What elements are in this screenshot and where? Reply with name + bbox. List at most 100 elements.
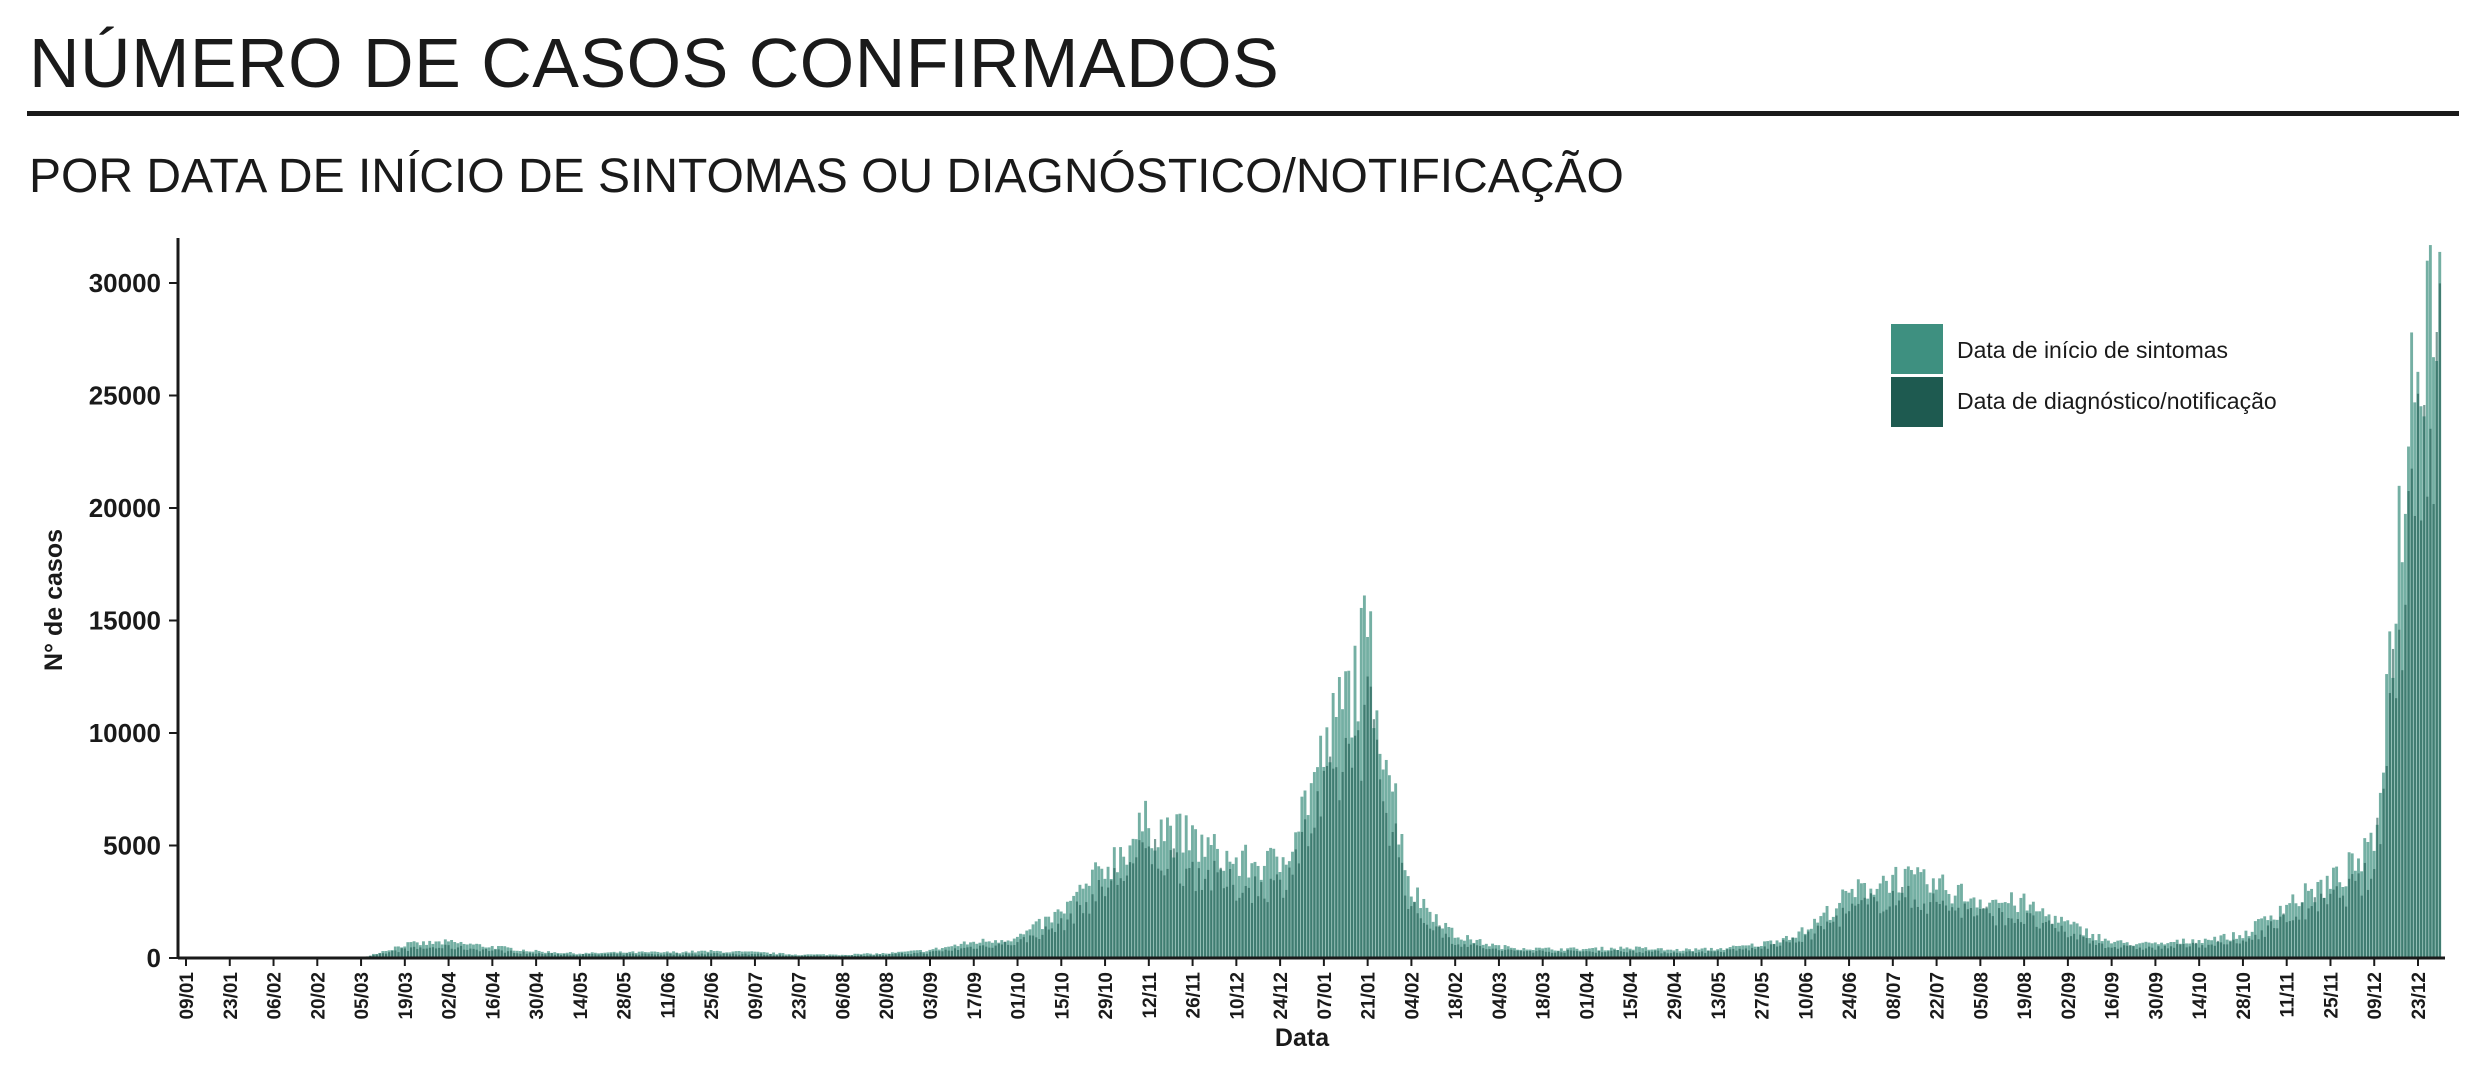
- bar-diagnostico: [1688, 951, 1691, 958]
- bar-diagnostico: [1616, 950, 1619, 958]
- x-tick-label: 21/01: [1359, 972, 1380, 1020]
- bar-diagnostico: [2429, 428, 2432, 958]
- bar-diagnostico: [1885, 909, 1888, 958]
- bar-diagnostico: [681, 954, 685, 958]
- bar-diagnostico: [1266, 902, 1269, 958]
- bar-diagnostico: [1082, 913, 1085, 958]
- bar-diagnostico: [510, 950, 513, 958]
- x-tick-label: 04/03: [1490, 972, 1511, 1020]
- bar-diagnostico: [2332, 889, 2335, 958]
- bar-diagnostico: [2204, 947, 2207, 958]
- bar-diagnostico: [519, 953, 522, 958]
- bar-diagnostico: [1100, 886, 1104, 958]
- bar-diagnostico: [1285, 889, 1288, 958]
- bar-diagnostico: [2319, 893, 2323, 958]
- bar-diagnostico: [2119, 947, 2123, 958]
- bar-sintomas: [697, 951, 700, 958]
- bar-diagnostico: [485, 949, 488, 958]
- bar-diagnostico: [2085, 938, 2088, 958]
- bar-diagnostico: [2129, 945, 2132, 958]
- bar-diagnostico: [1472, 943, 1476, 958]
- x-tick-label: 15/10: [1052, 972, 1073, 1020]
- bar-diagnostico: [1463, 944, 1466, 958]
- bar-diagnostico: [409, 947, 413, 958]
- bar-diagnostico: [619, 953, 622, 958]
- bar-diagnostico: [991, 947, 994, 958]
- bar-diagnostico: [1957, 907, 1960, 958]
- bar-diagnostico: [1435, 926, 1438, 958]
- bar-diagnostico: [1807, 931, 1810, 958]
- bar-diagnostico: [1350, 767, 1354, 958]
- bar-diagnostico: [1153, 839, 1157, 958]
- bar-diagnostico: [1485, 949, 1488, 958]
- bar-diagnostico: [1232, 884, 1235, 958]
- bar-diagnostico: [2073, 933, 2076, 958]
- bar-diagnostico: [597, 954, 600, 958]
- bar-diagnostico: [416, 948, 419, 958]
- bar-diagnostico: [531, 953, 535, 958]
- bar-diagnostico: [1072, 923, 1075, 958]
- bar-diagnostico: [2182, 943, 2185, 958]
- bar-diagnostico: [966, 947, 969, 958]
- bar-diagnostico: [2157, 946, 2160, 958]
- bar-diagnostico: [2266, 925, 2270, 958]
- bar-diagnostico: [1804, 935, 1807, 958]
- bar-diagnostico: [1901, 886, 1904, 958]
- bar-diagnostico: [2010, 918, 2013, 958]
- bar-diagnostico: [2201, 945, 2204, 958]
- bar-diagnostico: [1741, 949, 1744, 958]
- bar-diagnostico: [678, 954, 682, 958]
- bar-diagnostico: [2310, 906, 2313, 958]
- x-tick-label: 29/10: [1096, 972, 1117, 1020]
- bar-diagnostico: [2079, 934, 2082, 958]
- bar-diagnostico: [2391, 648, 2395, 958]
- bar-diagnostico: [1769, 944, 1773, 958]
- bar-diagnostico: [1272, 880, 1275, 958]
- bar-diagnostico: [1107, 887, 1110, 958]
- bar-diagnostico: [2263, 936, 2266, 958]
- bar-diagnostico: [2219, 942, 2223, 958]
- x-tick-label: 29/04: [1665, 972, 1686, 1020]
- bar-diagnostico: [2407, 491, 2410, 958]
- bar-diagnostico: [2063, 931, 2066, 958]
- bar-diagnostico: [1826, 921, 1829, 958]
- bar-diagnostico: [1691, 951, 1694, 958]
- y-tick-label: 15000: [89, 606, 161, 636]
- bar-diagnostico: [572, 954, 575, 958]
- bar-diagnostico: [2385, 766, 2388, 958]
- bar-diagnostico: [1241, 892, 1244, 958]
- bar-diagnostico: [2004, 925, 2007, 958]
- bar-diagnostico: [878, 954, 882, 958]
- bar-diagnostico: [1810, 939, 1813, 958]
- bar-diagnostico: [1382, 801, 1385, 958]
- bar-diagnostico: [1238, 897, 1241, 958]
- bar-diagnostico: [1500, 950, 1504, 958]
- bar-diagnostico: [1891, 890, 1894, 958]
- bar-diagnostico: [1279, 879, 1282, 958]
- x-tick-label: 19/03: [396, 972, 417, 1020]
- bar-diagnostico: [2044, 921, 2048, 958]
- bar-diagnostico: [378, 953, 381, 958]
- bar-diagnostico: [1479, 946, 1482, 958]
- bar-diagnostico: [1044, 926, 1047, 958]
- bar-diagnostico: [1525, 951, 1529, 958]
- bar-diagnostico: [963, 947, 966, 958]
- bar-diagnostico: [1269, 878, 1272, 958]
- bar-diagnostico: [497, 949, 500, 958]
- bar-diagnostico: [1307, 846, 1310, 958]
- x-tick-label: 08/07: [1884, 972, 1905, 1020]
- bar-diagnostico: [2229, 941, 2232, 958]
- bar-diagnostico: [1375, 739, 1379, 958]
- bar-diagnostico: [978, 945, 982, 958]
- x-tick-label: 13/05: [1709, 972, 1730, 1020]
- bar-diagnostico: [1772, 943, 1776, 958]
- bar-diagnostico: [2238, 943, 2241, 958]
- bar-diagnostico: [1660, 953, 1663, 958]
- bar-diagnostico: [2254, 934, 2257, 958]
- bar-diagnostico: [1182, 885, 1185, 958]
- bar-diagnostico: [941, 951, 944, 958]
- bar-diagnostico: [1669, 953, 1672, 958]
- bar-diagnostico: [428, 947, 431, 958]
- bar-diagnostico: [1297, 863, 1300, 958]
